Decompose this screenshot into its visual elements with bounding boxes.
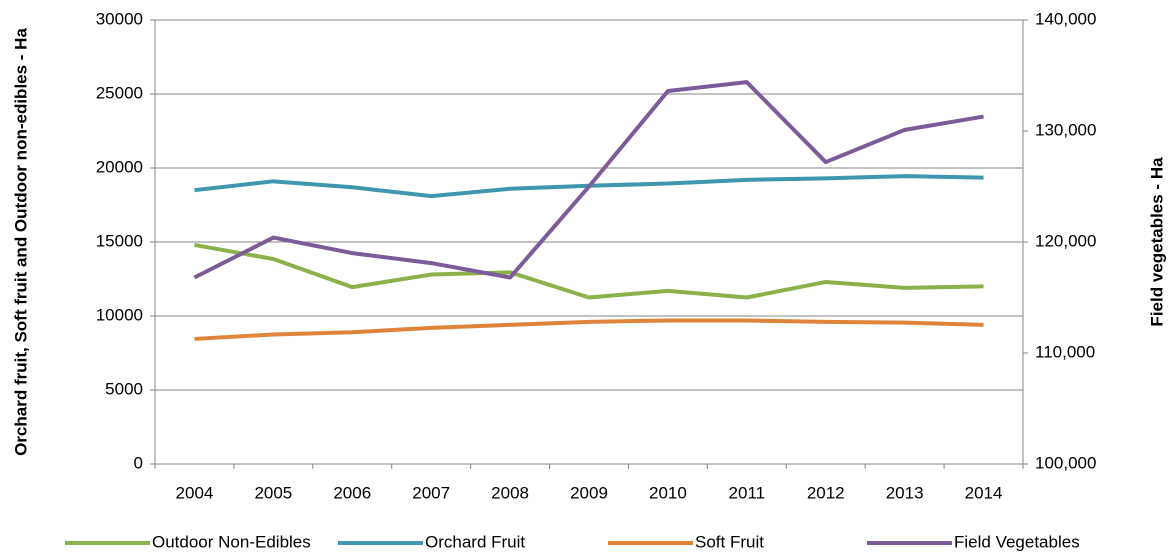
series-line — [193, 80, 984, 280]
x-tick-label: 2004 — [176, 483, 214, 502]
legend-label: Outdoor Non-Edibles — [152, 532, 311, 551]
x-tick-label: 2006 — [333, 483, 371, 502]
legend-label: Soft Fruit — [695, 532, 764, 551]
y-tick-label: 25000 — [96, 83, 143, 102]
y-tick-label: 0 — [134, 453, 143, 472]
x-tick-label: 2010 — [649, 483, 687, 502]
y2-tick-label: 120,000 — [1035, 231, 1096, 250]
y-tick-label: 20000 — [96, 157, 143, 176]
legend-label: Field Vegetables — [954, 532, 1080, 551]
y2-tick-label: 100,000 — [1035, 453, 1096, 472]
x-tick-label: 2007 — [412, 483, 450, 502]
legend-label: Orchard Fruit — [425, 532, 525, 551]
x-tick-label: 2008 — [491, 483, 529, 502]
x-tick-label: 2014 — [965, 483, 1003, 502]
x-tick-label: 2012 — [807, 483, 845, 502]
x-tick-label: 2011 — [729, 483, 766, 502]
x-tick-label: 2009 — [570, 483, 608, 502]
y2-tick-label: 140,000 — [1035, 9, 1096, 28]
y-tick-label: 5000 — [105, 379, 143, 398]
x-tick-label: 2005 — [254, 483, 292, 502]
y2-tick-label: 110,000 — [1035, 342, 1095, 361]
y-tick-label: 10000 — [96, 305, 143, 324]
y-axis-title: Orchard fruit, Soft fruit and Outdoor no… — [11, 28, 30, 456]
y2-axis-title: Field vegetables - Ha — [1147, 157, 1166, 327]
x-tick-label: 2013 — [886, 483, 924, 502]
series-line — [194, 242, 984, 300]
y2-tick-label: 130,000 — [1035, 120, 1096, 139]
y-tick-label: 30000 — [96, 9, 143, 28]
series-line — [194, 318, 984, 341]
y-tick-label: 15000 — [96, 231, 143, 250]
